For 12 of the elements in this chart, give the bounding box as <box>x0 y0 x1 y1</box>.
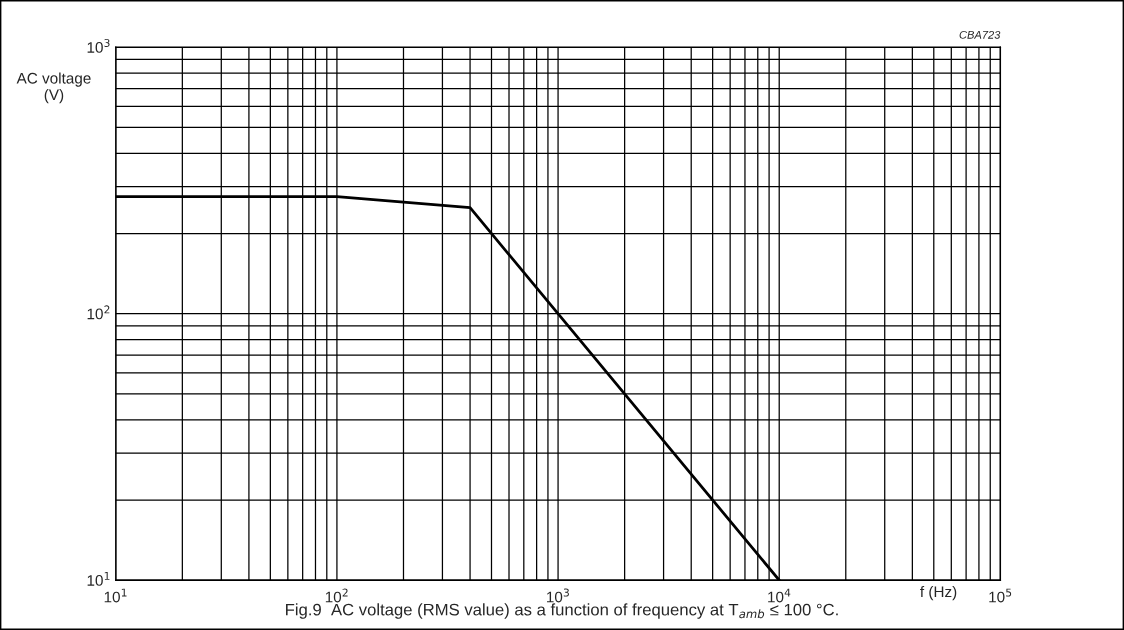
x-tick-label: 10$^{5}$ <box>989 588 1012 603</box>
x-tick-label: 10$^{1}$ <box>104 588 127 603</box>
x-tick-label: 10$^{3}$ <box>547 588 569 603</box>
x-tick-label: 10$^{4}$ <box>768 588 791 603</box>
y-tick-label: 10$^{1}$ <box>87 572 110 586</box>
x-tick-label: 10$^{2}$ <box>325 588 348 603</box>
y-tick-label: 10$^{2}$ <box>87 305 110 320</box>
text: CBA723 <box>959 30 1001 39</box>
caption: Fig.9 AC voltage (RMS value) as a function of frequency at T$_{amb}$ ≤ 100 °C. <box>286 603 838 619</box>
y-tick-label: 10$^{3}$ <box>87 38 110 53</box>
y-axis-title: AC voltage (V) <box>16 72 91 104</box>
x-axis-title: f (Hz) <box>920 585 957 601</box>
